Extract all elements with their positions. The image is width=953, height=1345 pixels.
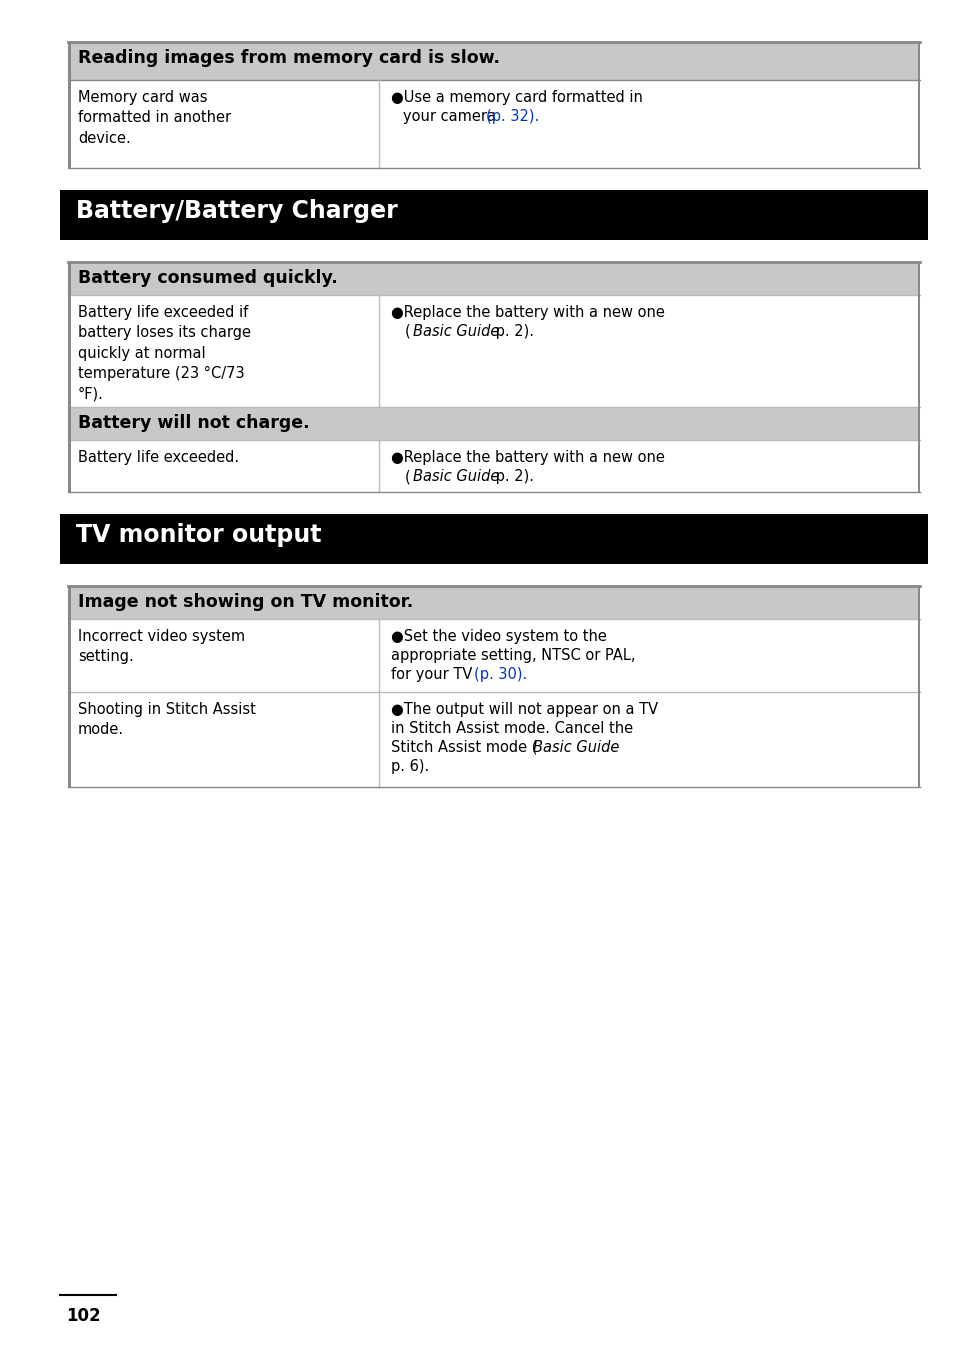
Text: ●Replace the battery with a new one: ●Replace the battery with a new one bbox=[391, 451, 664, 465]
Text: ●Replace the battery with a new one: ●Replace the battery with a new one bbox=[391, 305, 664, 320]
Text: Stitch Assist mode (: Stitch Assist mode ( bbox=[391, 740, 537, 755]
Text: (: ( bbox=[405, 324, 411, 339]
Text: Battery will not charge.: Battery will not charge. bbox=[78, 414, 310, 432]
Text: p. 2).: p. 2). bbox=[491, 469, 534, 484]
Bar bbox=[68, 42, 919, 79]
Bar bbox=[917, 42, 919, 168]
Text: appropriate setting, NTSC or PAL,: appropriate setting, NTSC or PAL, bbox=[391, 648, 635, 663]
Text: (p. 32).: (p. 32). bbox=[485, 109, 538, 124]
Bar bbox=[68, 262, 919, 295]
Bar bbox=[917, 262, 919, 492]
Bar bbox=[60, 514, 927, 564]
Text: Battery life exceeded.: Battery life exceeded. bbox=[78, 451, 239, 465]
Bar bbox=[68, 79, 919, 168]
Bar bbox=[917, 586, 919, 787]
Text: Battery/Battery Charger: Battery/Battery Charger bbox=[76, 199, 397, 223]
Text: ●The output will not appear on a TV: ●The output will not appear on a TV bbox=[391, 702, 658, 717]
Bar bbox=[68, 42, 71, 168]
Text: for your TV: for your TV bbox=[391, 667, 476, 682]
Bar bbox=[68, 586, 919, 619]
Bar bbox=[68, 586, 71, 787]
Text: TV monitor output: TV monitor output bbox=[76, 523, 321, 547]
Text: p. 6).: p. 6). bbox=[391, 759, 429, 773]
Text: Basic Guide: Basic Guide bbox=[533, 740, 618, 755]
Bar bbox=[60, 190, 927, 239]
Bar bbox=[68, 295, 919, 408]
Text: Battery life exceeded if
battery loses its charge
quickly at normal
temperature : Battery life exceeded if battery loses i… bbox=[78, 305, 251, 402]
Text: Incorrect video system
setting.: Incorrect video system setting. bbox=[78, 629, 245, 664]
Text: Battery consumed quickly.: Battery consumed quickly. bbox=[78, 269, 337, 286]
Text: Shooting in Stitch Assist
mode.: Shooting in Stitch Assist mode. bbox=[78, 702, 255, 737]
Text: (p. 30).: (p. 30). bbox=[474, 667, 527, 682]
Text: Reading images from memory card is slow.: Reading images from memory card is slow. bbox=[78, 48, 499, 67]
Text: in Stitch Assist mode. Cancel the: in Stitch Assist mode. Cancel the bbox=[391, 721, 633, 736]
Text: ●Set the video system to the: ●Set the video system to the bbox=[391, 629, 606, 644]
Text: 102: 102 bbox=[66, 1307, 100, 1325]
Text: Basic Guide: Basic Guide bbox=[413, 324, 498, 339]
Text: Memory card was
formatted in another
device.: Memory card was formatted in another dev… bbox=[78, 90, 231, 145]
Text: ●Use a memory card formatted in: ●Use a memory card formatted in bbox=[391, 90, 642, 105]
Bar bbox=[68, 408, 919, 440]
Text: (: ( bbox=[405, 469, 411, 484]
Text: p. 2).: p. 2). bbox=[491, 324, 534, 339]
Bar bbox=[68, 619, 919, 691]
Bar bbox=[68, 440, 919, 492]
Bar bbox=[68, 691, 919, 787]
Bar bbox=[68, 262, 71, 492]
Text: Image not showing on TV monitor.: Image not showing on TV monitor. bbox=[78, 593, 413, 611]
Text: your camera: your camera bbox=[402, 109, 500, 124]
Text: Basic Guide: Basic Guide bbox=[413, 469, 498, 484]
